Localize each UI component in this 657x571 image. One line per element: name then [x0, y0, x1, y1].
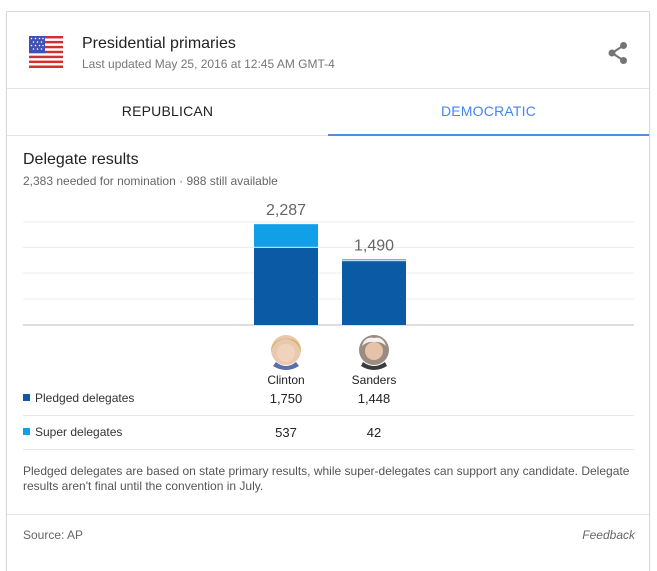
- tab-democratic[interactable]: DEMOCRATIC: [328, 89, 649, 136]
- share-icon[interactable]: [607, 41, 629, 65]
- us-flag-icon: [29, 36, 63, 68]
- clinton-value: 1,750: [269, 391, 303, 406]
- card-footer: Source: AP Feedback: [7, 514, 649, 555]
- last-updated-text: Last updated May 25, 2016 at 12:45 AM GM…: [82, 57, 335, 71]
- pledged-swatch: [23, 394, 30, 401]
- feedback-link[interactable]: Feedback: [582, 528, 635, 542]
- total-label: 2,287: [266, 202, 306, 219]
- total-label: 1,490: [354, 237, 394, 254]
- nomination-info: 2,383 needed for nomination · 988 still …: [23, 174, 278, 188]
- page-title: Presidential primaries: [82, 35, 236, 52]
- source-label: Source: AP: [23, 528, 84, 542]
- footnote: Pledged delegates are based on state pri…: [23, 464, 630, 493]
- row-label: Super delegates: [35, 425, 123, 439]
- primaries-card: Presidential primaries Last updated May …: [6, 11, 650, 571]
- clinton-avatar: [270, 335, 302, 370]
- table-row: Pledged delegates 1,750 1,448: [23, 382, 634, 416]
- clinton-value: 537: [275, 425, 297, 440]
- delegate-bar-chart: 2,287 1,490 Clinton Sanders: [23, 202, 634, 387]
- bar-super-sanders: [342, 259, 406, 261]
- row-label: Pledged delegates: [35, 391, 135, 405]
- candidate-name: Clinton: [267, 373, 304, 387]
- card-header: Presidential primaries Last updated May …: [7, 12, 649, 88]
- super-swatch: [23, 428, 30, 435]
- tab-republican[interactable]: REPUBLICAN: [121, 103, 214, 119]
- table-row: Super delegates 537 42: [23, 416, 634, 450]
- bar-super-clinton: [254, 224, 318, 247]
- bar-pledged-clinton: [254, 247, 318, 325]
- candidate-name: Sanders: [352, 373, 397, 387]
- sanders-value: 1,448: [357, 391, 391, 406]
- sanders-avatar: [359, 335, 389, 370]
- sanders-value: 42: [366, 425, 382, 440]
- section-title: Delegate results: [23, 151, 139, 168]
- bar-pledged-sanders: [342, 261, 406, 325]
- party-tabs: REPUBLICAN DEMOCRATIC: [7, 88, 649, 136]
